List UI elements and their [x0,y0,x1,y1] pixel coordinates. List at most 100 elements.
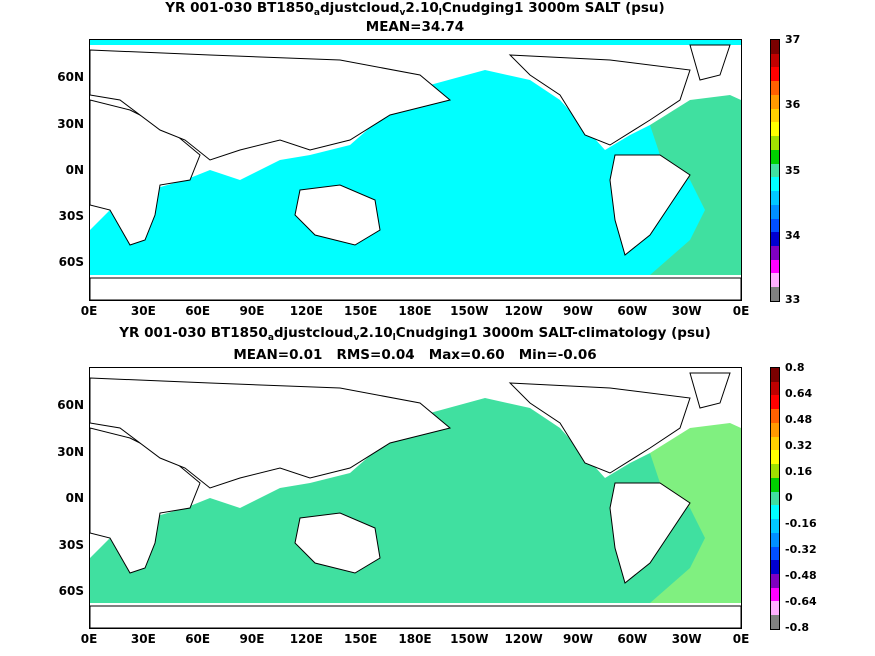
colorbar-swatch [771,505,779,520]
map2-colorbar-label: 0 [785,491,793,504]
colorbar-swatch [771,218,779,233]
lon-tick: 180E [398,632,432,646]
map-panel-salinity [89,39,742,301]
map1-land-north-america [508,54,691,146]
colorbar-swatch [771,546,779,561]
colorbar-swatch [771,574,779,588]
map1-colorbar-label: 37 [785,33,801,46]
map1-lat-tick: 60S [58,255,84,269]
lon-tick: 90W [563,304,593,318]
lon-tick: 30W [671,632,702,646]
map2-svg [90,368,741,628]
map2-lat-tick: 30S [58,538,84,552]
lon-tick: 60W [617,304,648,318]
lon-tick: 90W [563,632,593,646]
colorbar-swatch [771,615,779,629]
colorbar-swatch [771,560,779,575]
map1-lat-tick: 30N [57,117,84,131]
colorbar-swatch [771,232,779,247]
lon-tick: 0E [80,632,98,646]
colorbar-swatch [771,491,779,506]
map2-colorbar-label: 0.16 [785,465,813,478]
colorbar-swatch [771,136,779,150]
colorbar-swatch [771,163,779,178]
colorbar-swatch [771,191,779,205]
map2-land-south-america [609,482,691,584]
map2-lat-tick: 30N [57,445,84,459]
map1-lat-tick: 0N [65,163,84,177]
colorbar-swatch [771,381,779,396]
map1-land-south-america [609,154,691,256]
colorbar-swatch [771,368,779,382]
map2-colorbar-label: -0.8 [785,621,810,634]
map2-land-greenland [689,372,731,409]
colorbar-swatch [771,422,779,437]
lon-tick: 150E [344,632,378,646]
map2-colorbar-label: 0.64 [785,387,813,400]
colorbar-swatch [771,149,779,164]
map2-colorbar-label: -0.32 [785,543,817,556]
map2-colorbar-label: -0.16 [785,517,817,530]
map2-lat-tick: 0N [65,491,84,505]
lon-tick: 0E [80,304,98,318]
lon-tick: 150E [344,304,378,318]
lon-tick: 60E [185,632,211,646]
colorbar-swatch [771,450,779,465]
map1-colorbar [770,39,780,302]
lon-tick: 150W [450,632,489,646]
colorbar-swatch [771,67,779,82]
lon-tick: 60W [617,632,648,646]
colorbar-swatch [771,409,779,423]
map2-colorbar-label: 0.48 [785,413,813,426]
map2-land-north-america [508,382,691,474]
colorbar-swatch [771,273,779,288]
colorbar-swatch [771,601,779,616]
colorbar-swatch [771,287,779,301]
lon-tick: 30W [671,304,702,318]
colorbar-swatch [771,53,779,68]
map1-land-antarctica [90,277,741,300]
lon-tick: 0E [732,632,750,646]
lon-tick: 120W [504,304,543,318]
panel1-subtitle: MEAN=34.74 [365,19,465,35]
lon-tick: 120E [289,632,323,646]
colorbar-swatch [771,122,779,137]
colorbar-swatch [771,204,779,219]
map1-colorbar-label: 35 [785,164,801,177]
map2-ocean-atlantic [650,423,741,603]
map2-land-antarctica [90,605,741,628]
lon-tick: 150W [450,304,489,318]
panel2-subtitle: MEAN=0.01 RMS=0.04 Max=0.60 Min=-0.06 [233,347,597,363]
colorbar-swatch [771,177,779,192]
map2-colorbar-label: -0.48 [785,569,817,582]
map2-colorbar-label: -0.64 [785,595,817,608]
lon-tick: 30E [130,304,156,318]
lon-tick: 30E [130,632,156,646]
map1-land-eurasia [90,49,452,161]
colorbar-swatch [771,81,779,95]
map1-colorbar-label: 36 [785,98,801,111]
map1-colorbar-label: 33 [785,293,801,306]
map1-ocean-arctic [90,40,741,45]
map1-svg [90,40,741,300]
map2-colorbar [770,367,780,630]
lon-tick: 120E [289,304,323,318]
map1-colorbar-label: 34 [785,229,801,242]
lon-tick: 180E [398,304,432,318]
lon-tick: 90E [239,632,265,646]
colorbar-swatch [771,519,779,533]
panel1-title: YR 001-030 BT1850adjustcloudv2.10lCnudgi… [165,0,665,18]
colorbar-swatch [771,246,779,260]
colorbar-swatch [771,395,779,410]
map2-lat-tick: 60S [58,584,84,598]
colorbar-swatch [771,108,779,123]
map2-land-australia [294,512,381,574]
map1-lat-tick: 60N [57,70,84,84]
lon-tick: 60E [185,304,211,318]
colorbar-swatch [771,587,779,602]
map2-lat-tick: 60N [57,398,84,412]
colorbar-swatch [771,532,779,547]
map1-land-australia [294,184,381,246]
colorbar-swatch [771,40,779,54]
colorbar-swatch [771,464,779,478]
